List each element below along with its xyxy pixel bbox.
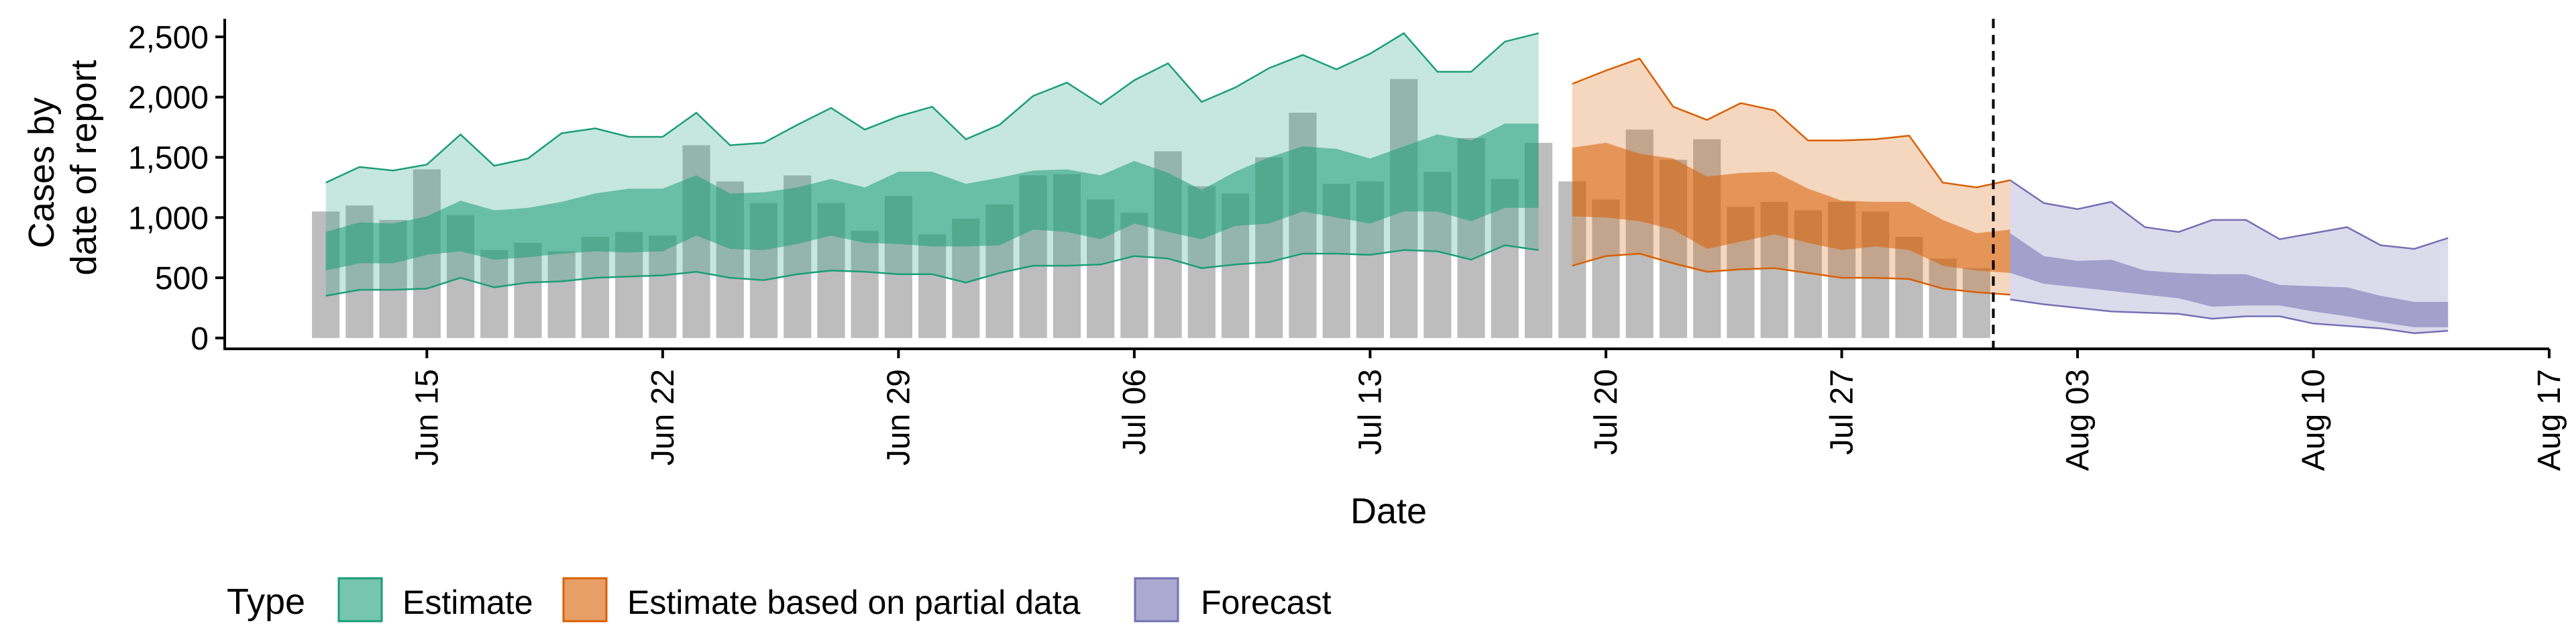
x-tick-label: Jul 20 bbox=[1589, 369, 1624, 455]
bar bbox=[918, 234, 947, 338]
series-2-upper-bound bbox=[2009, 179, 2449, 250]
series-0-ribbon-50 bbox=[325, 123, 1539, 271]
bar bbox=[480, 250, 508, 338]
ribbon-series bbox=[325, 32, 2449, 334]
legend-key-forecast bbox=[1134, 577, 1179, 623]
bar bbox=[581, 237, 609, 338]
legend-key-estimate bbox=[337, 577, 383, 623]
bar bbox=[649, 235, 677, 338]
legend: Type Estimate Estimate based on partial … bbox=[227, 577, 1332, 623]
bar bbox=[851, 231, 879, 338]
legend-label-estimate: Estimate bbox=[402, 584, 533, 621]
y-tick-label: 500 bbox=[155, 261, 209, 297]
bar bbox=[1120, 213, 1148, 338]
bar bbox=[1592, 199, 1620, 338]
series-2-ribbon-50 bbox=[2010, 233, 2449, 327]
x-tick-label: Jul 27 bbox=[1824, 369, 1860, 455]
legend-title: Type bbox=[227, 582, 305, 622]
bar bbox=[547, 251, 576, 338]
x-tick-label: Jun 29 bbox=[881, 369, 916, 466]
x-tick-label: Aug 17 bbox=[2532, 369, 2567, 471]
x-tick-label: Jul 13 bbox=[1352, 369, 1388, 455]
x-tick-label: Aug 03 bbox=[2060, 369, 2096, 471]
series-0-lower-bound bbox=[325, 244, 1539, 297]
legend-key-partial bbox=[562, 577, 608, 623]
x-axis-title: Date bbox=[1350, 491, 1427, 531]
bar bbox=[1929, 258, 1957, 338]
y-axis: 0 500 1,000 1,500 2,000 2,500 bbox=[128, 19, 226, 357]
legend-label-forecast: Forecast bbox=[1201, 584, 1332, 621]
legend-label-partial: Estimate based on partial data bbox=[627, 584, 1081, 621]
x-tick-label: Jun 15 bbox=[409, 369, 445, 466]
x-tick-label: Jun 22 bbox=[645, 369, 681, 466]
series-2-lower-bound bbox=[2010, 299, 2449, 334]
y-axis-title: Cases by date of report bbox=[21, 60, 104, 275]
y-tick-label: 1,500 bbox=[128, 140, 209, 176]
bar bbox=[514, 242, 542, 338]
y-axis-title-line-1: Cases by bbox=[21, 97, 62, 248]
x-tick-label: Aug 10 bbox=[2296, 369, 2331, 471]
y-tick-label: 2,500 bbox=[128, 20, 209, 56]
series-1-upper-bound bbox=[1572, 57, 2010, 189]
bar bbox=[1962, 268, 1990, 338]
y-tick-label: 1,000 bbox=[128, 201, 209, 236]
y-tick-label: 2,000 bbox=[128, 80, 209, 116]
x-tick-label: Jul 06 bbox=[1117, 369, 1152, 455]
series-1-lower-bound bbox=[1572, 252, 2010, 296]
series-1-ribbon-50 bbox=[1572, 142, 2010, 273]
y-axis-title-line-2: date of report bbox=[64, 60, 104, 275]
series-0-upper-bound bbox=[325, 32, 1539, 184]
y-tick-label: 0 bbox=[191, 321, 209, 357]
x-axis: Jun 15 Jun 22 Jun 29 Jul 06 Jul 13 Jul 20 Jul … bbox=[223, 347, 2567, 471]
